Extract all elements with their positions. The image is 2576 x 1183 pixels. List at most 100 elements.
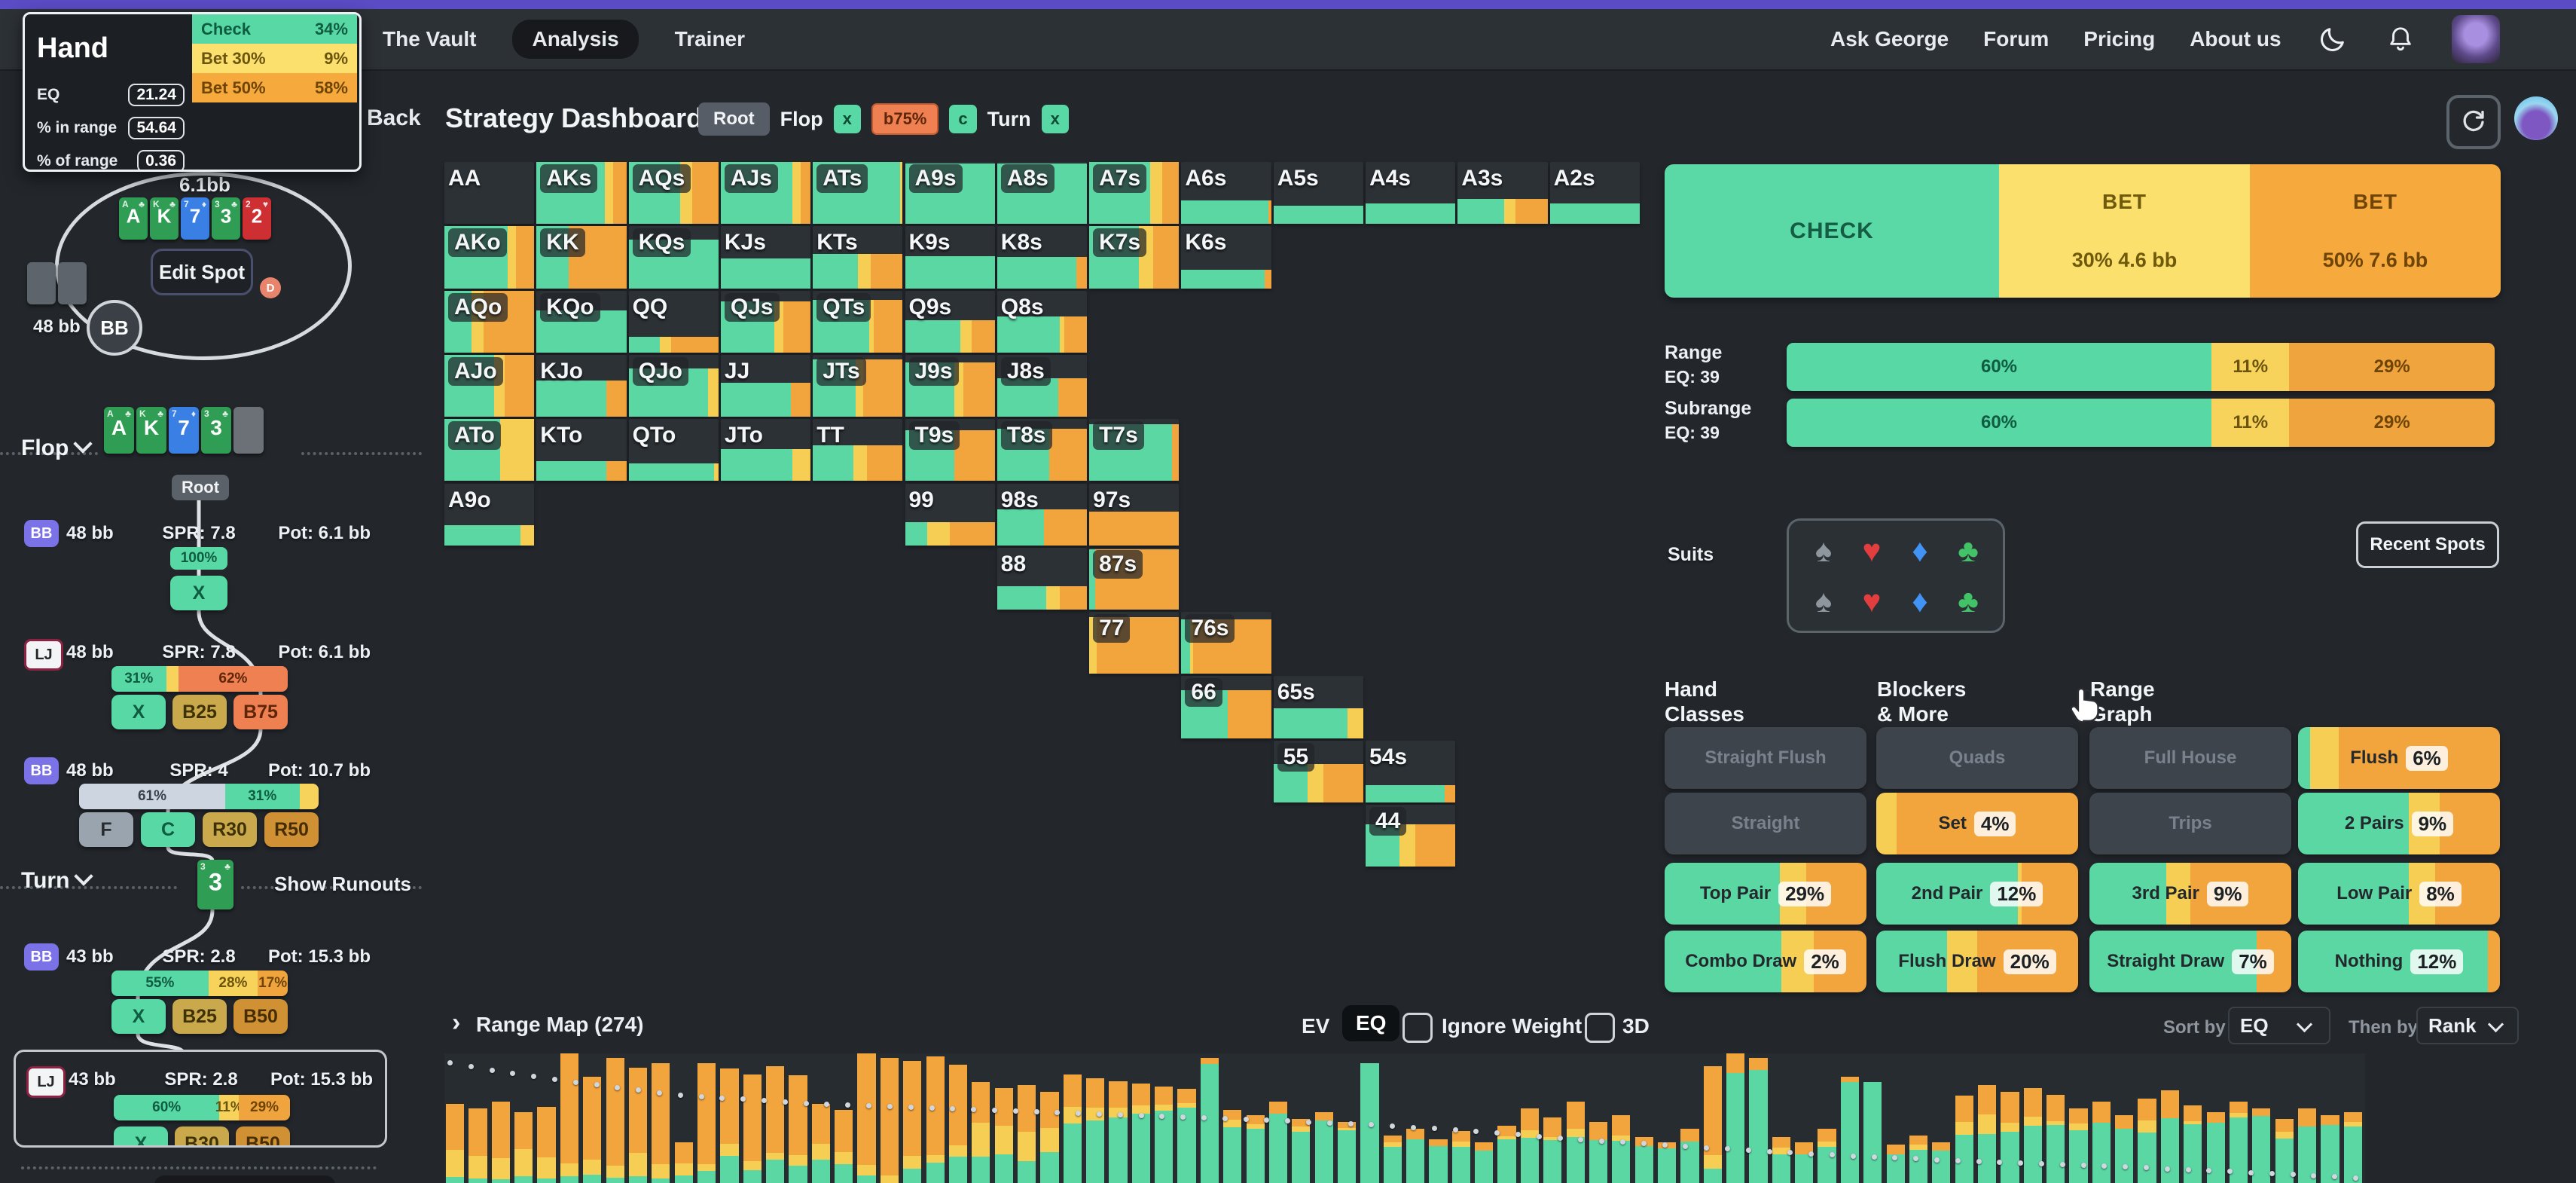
- recent-spots-button[interactable]: Recent Spots: [2356, 521, 2499, 568]
- dark-mode-moon-icon[interactable]: [2316, 23, 2349, 56]
- show-runouts-button[interactable]: Show Runouts: [274, 873, 411, 895]
- dashboard-avatar[interactable]: [2514, 96, 2558, 140]
- hand-class-set[interactable]: Set 4%: [1876, 793, 2078, 854]
- flop-section-label[interactable]: Flop: [21, 434, 93, 461]
- matrix-cell-a3s[interactable]: A3s: [1457, 162, 1548, 225]
- node-action-r50[interactable]: R50: [264, 812, 319, 847]
- matrix-cell-j9s[interactable]: J9s: [905, 354, 995, 417]
- matrix-cell-97s[interactable]: 97s: [1089, 483, 1180, 546]
- matrix-cell-kqo[interactable]: KQo: [536, 290, 627, 353]
- matrix-cell-kjo[interactable]: KJo: [536, 354, 627, 417]
- eq-toggle[interactable]: EQ: [1342, 1005, 1400, 1041]
- tab-range-graph[interactable]: Range Graph: [2090, 677, 2155, 726]
- node-action-r30[interactable]: R30: [203, 812, 257, 847]
- then-by-dropdown[interactable]: [2416, 1007, 2519, 1044]
- matrix-cell-a6s[interactable]: A6s: [1181, 162, 1271, 225]
- suit-club-icon[interactable]: ♣: [1958, 582, 1979, 619]
- matrix-cell-87s[interactable]: 87s: [1089, 547, 1180, 610]
- hand-class-flush-draw[interactable]: Flush Draw 20%: [1876, 931, 2078, 992]
- hand-class-low-pair[interactable]: Low Pair 8%: [2298, 863, 2500, 925]
- breadcrumb-c[interactable]: c: [949, 105, 977, 133]
- matrix-cell-98s[interactable]: 98s: [997, 483, 1088, 546]
- node-action-x[interactable]: X: [111, 999, 166, 1034]
- matrix-cell-kjs[interactable]: KJs: [720, 226, 811, 289]
- matrix-cell-65s[interactable]: 65s: [1273, 676, 1363, 738]
- matrix-cell-99[interactable]: 99: [905, 483, 995, 546]
- breadcrumb-x[interactable]: x: [833, 105, 861, 133]
- matrix-cell-ako[interactable]: AKo: [444, 226, 535, 289]
- matrix-cell-qto[interactable]: QTo: [628, 419, 719, 481]
- nav-item-about-us[interactable]: About us: [2190, 27, 2281, 50]
- matrix-cell-ato[interactable]: ATo: [444, 419, 535, 481]
- matrix-cell-aa[interactable]: AA: [444, 162, 535, 225]
- matrix-cell-t7s[interactable]: T7s: [1089, 419, 1180, 481]
- matrix-cell-t8s[interactable]: T8s: [997, 419, 1088, 481]
- matrix-cell-t9s[interactable]: T9s: [905, 419, 995, 481]
- tree-node-root[interactable]: Root: [172, 475, 229, 500]
- matrix-cell-qjo[interactable]: QJo: [628, 354, 719, 417]
- matrix-cell-q9s[interactable]: Q9s: [905, 290, 995, 353]
- turn-section-label[interactable]: Turn: [21, 867, 94, 894]
- node-action-b25[interactable]: B25: [172, 695, 227, 729]
- matrix-cell-aqs[interactable]: AQs: [628, 162, 719, 225]
- tab-blockers-more[interactable]: Blockers & More: [1877, 677, 1967, 726]
- matrix-cell-55[interactable]: 55: [1273, 740, 1363, 802]
- hand-class-2nd-pair[interactable]: 2nd Pair 12%: [1876, 863, 2078, 925]
- matrix-cell-44[interactable]: 44: [1366, 805, 1456, 867]
- matrix-cell-kto[interactable]: KTo: [536, 419, 627, 481]
- matrix-cell-54s[interactable]: 54s: [1366, 740, 1456, 802]
- range-map-title[interactable]: Range Map (274): [476, 1013, 644, 1036]
- nav-item-analysis[interactable]: Analysis: [512, 20, 639, 59]
- nav-item-ask-george[interactable]: Ask George: [1830, 27, 1949, 50]
- bell-icon[interactable]: [2384, 23, 2417, 56]
- node-action-f[interactable]: F: [79, 812, 133, 847]
- breadcrumb-b75-[interactable]: b75%: [871, 103, 939, 135]
- hand-class-straight-draw[interactable]: Straight Draw 7%: [2089, 931, 2291, 992]
- node-action-b50[interactable]: B50: [236, 1126, 290, 1145]
- matrix-cell-qjs[interactable]: QJs: [720, 290, 811, 353]
- action-check[interactable]: CHECK: [1665, 164, 1999, 298]
- hand-class-nothing[interactable]: Nothing 12%: [2298, 931, 2500, 992]
- refresh-button[interactable]: [2446, 95, 2501, 149]
- matrix-cell-jts[interactable]: JTs: [813, 354, 903, 417]
- node-action-x[interactable]: X: [111, 695, 166, 729]
- matrix-cell-k6s[interactable]: K6s: [1181, 226, 1271, 289]
- hand-class-flush[interactable]: Flush 6%: [2298, 727, 2500, 789]
- hand-class-3rd-pair[interactable]: 3rd Pair 9%: [2089, 863, 2291, 925]
- suit-diamond-icon[interactable]: ♦: [1912, 582, 1928, 619]
- matrix-cell-k8s[interactable]: K8s: [997, 226, 1088, 289]
- nav-item-trainer[interactable]: Trainer: [674, 27, 746, 50]
- matrix-cell-jj[interactable]: JJ: [720, 354, 811, 417]
- matrix-cell-k7s[interactable]: K7s: [1089, 226, 1180, 289]
- sort-by-dropdown[interactable]: [2228, 1007, 2330, 1044]
- matrix-cell-66[interactable]: 66: [1181, 676, 1271, 738]
- matrix-cell-aks[interactable]: AKs: [536, 162, 627, 225]
- range-map-expand-chevron[interactable]: ›: [452, 1008, 461, 1037]
- matrix-cell-a4s[interactable]: A4s: [1366, 162, 1456, 225]
- ignore-weight-checkbox[interactable]: [1402, 1013, 1433, 1043]
- suit-spade-icon[interactable]: ♠: [1814, 582, 1833, 619]
- matrix-cell-qq[interactable]: QQ: [628, 290, 719, 353]
- matrix-cell-qts[interactable]: QTs: [813, 290, 903, 353]
- matrix-cell-a9o[interactable]: A9o: [444, 483, 535, 546]
- user-avatar[interactable]: [2451, 15, 2500, 63]
- ev-toggle[interactable]: EV: [1302, 1014, 1330, 1038]
- hand-class-2-pairs[interactable]: 2 Pairs 9%: [2298, 793, 2500, 854]
- matrix-cell-88[interactable]: 88: [997, 547, 1088, 610]
- breadcrumb-x[interactable]: x: [1041, 105, 1069, 133]
- suit-club-icon[interactable]: ♣: [1958, 532, 1979, 568]
- matrix-cell-k9s[interactable]: K9s: [905, 226, 995, 289]
- node-action-x[interactable]: X: [170, 576, 227, 610]
- matrix-cell-ajs[interactable]: AJs: [720, 162, 811, 225]
- matrix-cell-a7s[interactable]: A7s: [1089, 162, 1180, 225]
- node-action-b30[interactable]: B30: [175, 1126, 229, 1145]
- matrix-cell-76s[interactable]: 76s: [1181, 612, 1271, 674]
- matrix-cell-aqo[interactable]: AQo: [444, 290, 535, 353]
- matrix-cell-ajo[interactable]: AJo: [444, 354, 535, 417]
- matrix-cell-77[interactable]: 77: [1089, 612, 1180, 674]
- matrix-cell-a9s[interactable]: A9s: [905, 162, 995, 225]
- node-action-b50[interactable]: B50: [233, 999, 288, 1034]
- node-action-x[interactable]: X: [114, 1126, 168, 1145]
- matrix-cell-a2s[interactable]: A2s: [1549, 162, 1640, 225]
- suit-heart-icon[interactable]: ♥: [1862, 582, 1882, 619]
